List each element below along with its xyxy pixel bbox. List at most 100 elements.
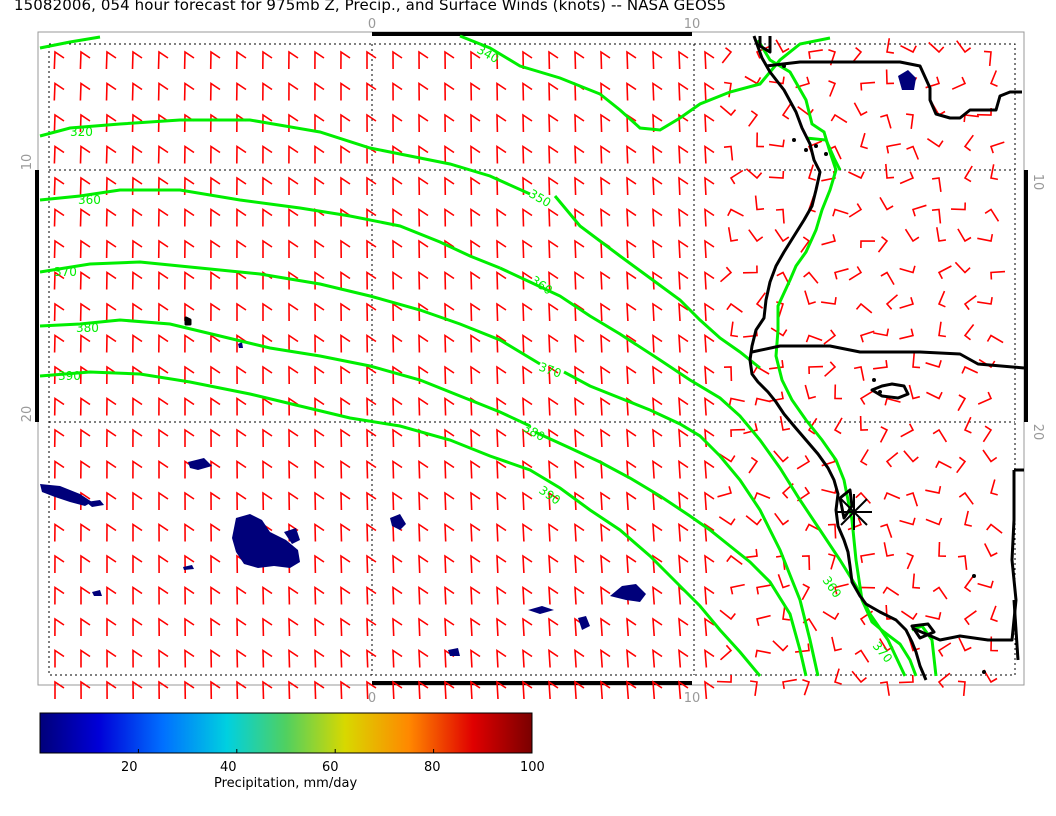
wind-barb: [626, 428, 637, 448]
wind-barb: [768, 170, 785, 179]
wind-barb: [314, 428, 325, 448]
wind-barb: [236, 113, 247, 133]
wind-barb: [79, 397, 91, 416]
wind-barb: [54, 460, 65, 479]
wind-barb: [158, 334, 169, 353]
wind-barb: [963, 134, 974, 152]
wind-barb: [600, 113, 611, 133]
wind-barb: [418, 459, 429, 479]
wind-barb: [53, 365, 65, 385]
wind-barb: [859, 390, 874, 405]
wind-barb: [885, 69, 895, 85]
wind-barb: [288, 648, 299, 668]
wind-barb: [470, 459, 481, 479]
wind-barb: [288, 176, 299, 195]
wind-barb: [158, 648, 169, 668]
wind-barb: [748, 110, 759, 127]
contour-label: 360: [528, 273, 555, 298]
wind-barb: [470, 491, 481, 511]
wind-barb: [80, 460, 91, 479]
wind-barb: [626, 50, 637, 70]
wind-barb: [859, 449, 869, 466]
wind-barb: [340, 680, 351, 700]
wind-barb: [938, 321, 947, 338]
wind-barb: [210, 585, 221, 605]
wind-barb: [53, 145, 65, 164]
wind-barb: [366, 585, 377, 605]
wind-barb: [470, 648, 481, 668]
wind-barb: [768, 139, 785, 148]
wind-barb: [805, 334, 823, 343]
wind-barb: [132, 648, 143, 668]
wind-barb: [470, 617, 481, 637]
wind-barb: [340, 522, 351, 542]
wind-barb: [106, 586, 117, 605]
wind-barb: [704, 459, 715, 479]
island-1: [870, 382, 910, 400]
wind-barb: [79, 302, 91, 322]
wind-barb: [366, 82, 377, 101]
wind-barb: [803, 271, 819, 284]
contour-label: 360: [78, 193, 101, 207]
wind-barb: [392, 365, 403, 385]
wind-barb: [262, 365, 273, 385]
wind-barb: [106, 428, 117, 448]
wind-barb: [652, 522, 663, 542]
wind-barb: [53, 397, 65, 416]
wind-barb: [79, 145, 91, 164]
wind-barb: [444, 428, 455, 448]
wind-barb: [157, 208, 169, 227]
wind-barb: [879, 196, 894, 211]
wind-barb: [957, 555, 968, 570]
wind-barb: [854, 649, 870, 663]
wind-barb: [958, 491, 974, 505]
wind-barb: [53, 208, 65, 227]
wind-barb: [931, 177, 942, 193]
wind-barb: [768, 359, 784, 370]
wind-barb: [928, 41, 945, 54]
wind-barb: [288, 585, 299, 605]
map-title: 15082006, 054 hour forecast for 975mb Z,…: [14, 0, 727, 14]
precip-blob: [284, 528, 300, 544]
wind-barb: [340, 82, 351, 101]
wind-barb: [314, 491, 325, 511]
map-inner-frame: [48, 43, 1016, 676]
wind-barb: [262, 302, 273, 321]
wind-barb: [262, 680, 273, 700]
wind-barb: [796, 486, 811, 502]
wind-barb: [574, 239, 585, 259]
wind-barb: [183, 113, 195, 133]
contour-coast: [756, 39, 918, 677]
contour-340b: [459, 34, 831, 132]
wind-barb: [418, 302, 429, 322]
wind-barb: [548, 333, 559, 353]
wind-barb: [905, 113, 914, 130]
wind-barb: [718, 516, 736, 526]
wind-barb: [704, 680, 715, 700]
wind-barb: [496, 113, 507, 133]
wind-barb: [600, 365, 611, 385]
wind-barb: [574, 491, 585, 511]
wind-barb: [131, 208, 143, 227]
wind-barb: [496, 239, 507, 259]
wind-barb: [749, 680, 758, 697]
wind-barb: [932, 586, 948, 600]
precip-blob: [390, 514, 406, 530]
wind-barb: [626, 617, 637, 637]
wind-barb: [704, 522, 715, 542]
wind-barb: [775, 39, 790, 54]
wind-barb: [719, 105, 737, 117]
wind-barb: [262, 113, 273, 133]
wind-barb: [678, 333, 689, 353]
wind-barb: [236, 617, 247, 637]
wind-barb: [899, 328, 914, 340]
wind-barb: [600, 207, 611, 227]
wind-barb: [366, 113, 377, 133]
wind-barb: [184, 617, 195, 637]
wind-barb: [548, 554, 559, 574]
wind-barb: [548, 491, 559, 511]
wind-barb: [236, 396, 247, 416]
wind-barb: [600, 302, 611, 322]
wind-barb: [132, 680, 143, 700]
wind-barb: [366, 396, 377, 416]
